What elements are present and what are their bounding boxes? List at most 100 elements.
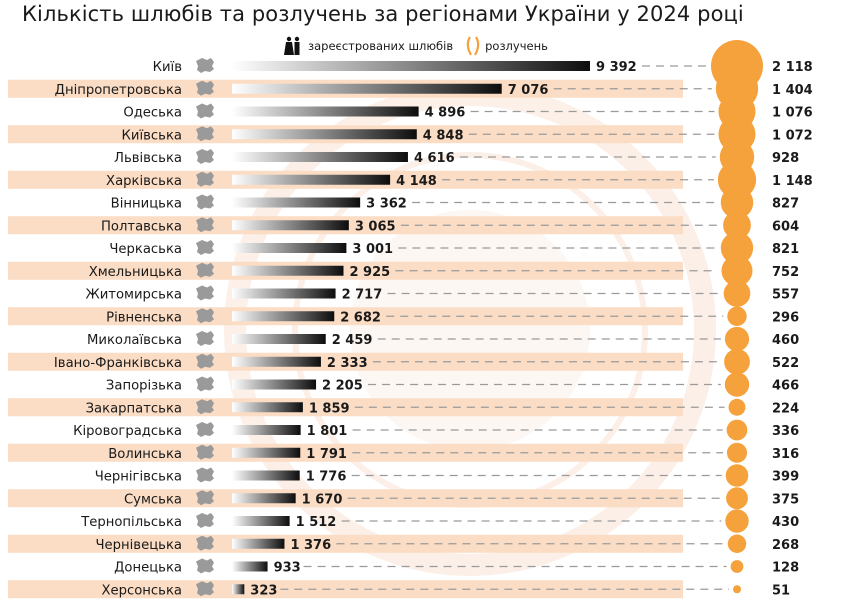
divorce-bubble <box>727 534 747 553</box>
row-stripe <box>8 352 683 371</box>
marriage-bar <box>232 584 245 595</box>
row-stripe <box>8 580 683 599</box>
row-stripe <box>8 489 683 508</box>
region-map-icon <box>196 467 214 483</box>
divorce-value-label: 928 <box>772 151 799 166</box>
region-map-icon <box>196 513 214 528</box>
row-labels: Київ 9 392 2 118 Дніпропетровська 7 076 1 404… <box>54 59 813 598</box>
region-label: Миколаївська <box>87 332 182 348</box>
divorce-bubble <box>720 231 754 265</box>
marriage-value-label: 1 859 <box>309 401 350 416</box>
divorce-value-label: 336 <box>772 424 799 439</box>
divorce-bubble <box>725 509 749 533</box>
region-label: Черкаська <box>109 242 182 257</box>
row-stripe <box>8 261 683 280</box>
region-label: Одеська <box>123 106 182 121</box>
divorce-value-label: 821 <box>772 242 799 257</box>
region-label: Полтавська <box>101 219 182 234</box>
region-map-icon <box>196 353 214 369</box>
divorce-value-label: 128 <box>772 561 799 576</box>
marriage-bar <box>232 402 303 413</box>
marriage-bar <box>232 311 335 322</box>
region-map-icon <box>196 58 214 73</box>
marriage-value-label: 3 001 <box>352 242 393 257</box>
region-label: Херсонська <box>101 583 182 598</box>
divorce-bubbles <box>711 40 763 594</box>
region-label: Київська <box>122 127 182 143</box>
marriage-bar <box>232 538 285 549</box>
marriage-value-label: 1 512 <box>296 515 337 530</box>
legend-marriages-label: зареєстрованих шлюбів <box>308 39 454 53</box>
region-label: Хмельницька <box>89 265 182 280</box>
divorce-value-label: 268 <box>772 538 799 553</box>
marriage-value-label: 323 <box>250 583 277 598</box>
divorce-bubble <box>726 442 748 463</box>
couple-icon <box>284 36 300 55</box>
divorce-bubble <box>725 464 749 487</box>
marriage-bar <box>232 83 502 94</box>
region-label: Чернігівська <box>95 470 182 485</box>
marriage-bar <box>232 129 417 140</box>
marriage-value-label: 2 459 <box>332 333 373 348</box>
region-label: Рівненська <box>106 310 182 325</box>
divorce-bubble <box>723 280 751 307</box>
marriage-bar <box>232 334 326 344</box>
divorce-value-label: 1 072 <box>772 128 813 143</box>
marriage-bar <box>232 288 336 299</box>
region-label: Дніпропетровська <box>55 83 182 98</box>
row-stripes <box>8 79 683 599</box>
region-map-icon <box>196 149 214 164</box>
marriage-bar <box>232 220 349 231</box>
region-label: Вінницька <box>111 197 182 212</box>
marriage-bar <box>232 152 408 162</box>
marriage-value-label: 1 776 <box>306 470 347 485</box>
region-label: Івано-Франківська <box>54 356 182 371</box>
divorce-bubble <box>717 160 757 199</box>
marriage-bar <box>232 356 321 367</box>
legend: зареєстрованих шлюбів розлучень <box>282 36 560 56</box>
region-map-icon <box>196 422 214 437</box>
row-stripe <box>8 398 683 417</box>
region-map-icon <box>196 103 214 119</box>
region-map-icon <box>196 308 214 324</box>
marriage-value-label: 9 392 <box>596 60 637 75</box>
region-label: Кіровоградська <box>73 424 182 439</box>
region-label: Закарпатська <box>86 401 182 416</box>
region-map-icon <box>196 240 214 255</box>
legend-item-divorces: розлучень <box>465 36 548 56</box>
marriage-value-label: 2 717 <box>342 288 383 303</box>
marriage-value-label: 7 076 <box>508 83 549 98</box>
split-rings-icon <box>466 36 480 56</box>
divorce-bubble <box>724 348 750 375</box>
divorce-bubble <box>727 306 747 326</box>
divorce-value-label: 752 <box>772 265 799 280</box>
divorce-value-label: 51 <box>772 583 790 598</box>
divorce-bubble <box>724 326 750 352</box>
region-map-icon <box>196 126 214 142</box>
region-map-icon <box>196 217 214 233</box>
region-map-icon <box>196 285 214 301</box>
row-stripe <box>8 443 683 462</box>
divorce-bubble <box>723 211 751 240</box>
region-label: Харківська <box>106 174 182 189</box>
marriage-value-label: 1 801 <box>307 424 348 439</box>
row-stripe <box>8 307 683 326</box>
marriage-value-label: 2 205 <box>322 379 363 394</box>
marriage-bar <box>232 493 296 504</box>
marriage-bar <box>232 243 347 253</box>
divorce-value-label: 296 <box>772 310 799 325</box>
region-map-icon <box>196 262 214 278</box>
region-map-icon <box>196 171 214 187</box>
region-map-icon <box>196 535 214 551</box>
divorce-value-label: 1 148 <box>772 174 813 189</box>
marriage-bar <box>232 174 391 185</box>
marriage-bar <box>232 61 590 71</box>
marriage-bar <box>232 197 361 208</box>
region-label: Волинська <box>108 447 182 462</box>
divorce-value-label: 460 <box>772 333 799 348</box>
region-label: Чернівецька <box>96 538 183 553</box>
region-label: Донецька <box>114 561 182 576</box>
divorce-bubble <box>726 419 748 441</box>
divorce-value-label: 316 <box>772 447 799 462</box>
